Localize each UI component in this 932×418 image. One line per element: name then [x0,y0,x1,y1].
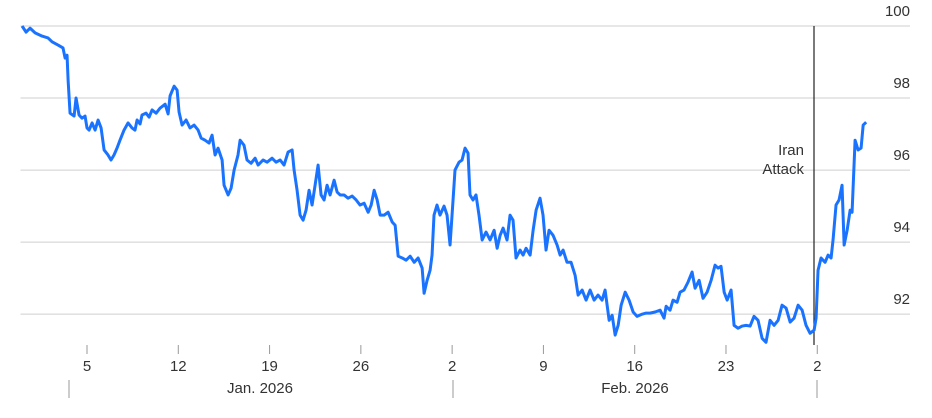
annotation: Attack [762,161,804,178]
x-tick-label: 26 [353,358,370,375]
x-tick-label: 2 [448,358,456,375]
x-tick-label: 19 [261,358,278,375]
x-tick-label: 12 [170,358,187,375]
x-tick-label: 2 [813,358,821,375]
annotation: Iran [778,142,804,159]
y-tick-label: 98 [893,75,910,92]
x-tick-label: 5 [83,358,91,375]
price-line [20,25,868,344]
period-label: Feb. 2026 [601,380,669,397]
x-tick-label: 16 [626,358,643,375]
x-tick-label: 9 [539,358,547,375]
period-label: Jan. 2026 [227,380,293,397]
y-tick-label: 92 [893,291,910,308]
x-tick-label: 23 [718,358,735,375]
y-tick-label: 96 [893,147,910,164]
y-tick-label: 100 [885,3,910,20]
y-tick-label: 94 [893,219,910,236]
